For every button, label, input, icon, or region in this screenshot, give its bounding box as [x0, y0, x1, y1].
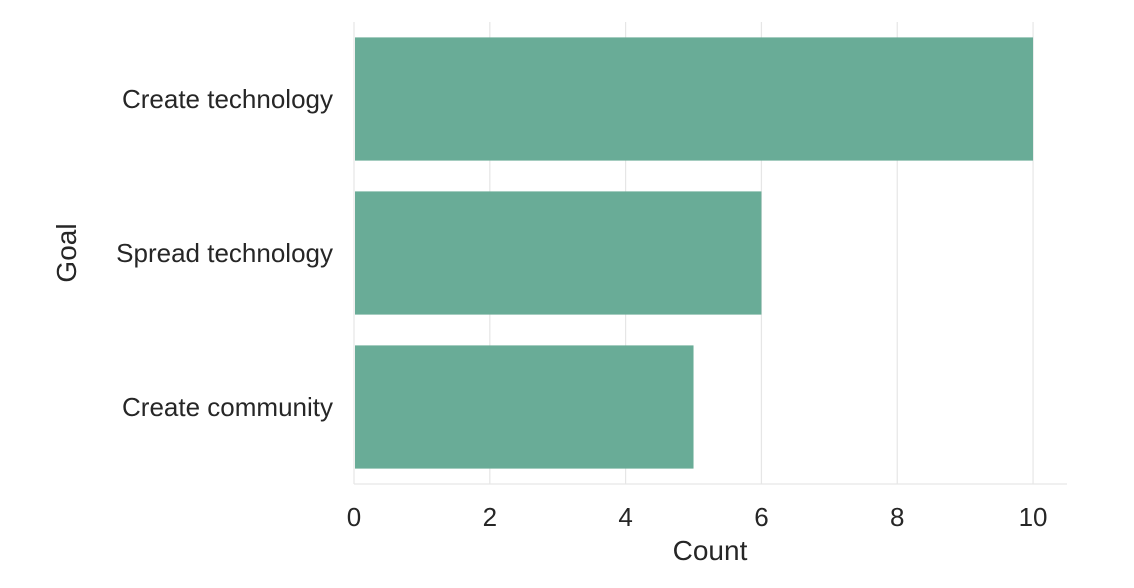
tick-layer: 0 2 4 6 8 10 [347, 502, 1048, 532]
bar [355, 37, 1034, 161]
y-tick-label: Create technology [122, 84, 333, 114]
x-tick-label: 8 [890, 502, 904, 532]
y-tick-label: Create community [122, 392, 333, 422]
x-tick-label: 0 [347, 502, 361, 532]
x-tick-label: 6 [754, 502, 768, 532]
bar-layer [355, 37, 1034, 469]
category-layer: Create technology Spread technology Create… [116, 84, 333, 422]
x-tick-label: 10 [1019, 502, 1048, 532]
y-tick-label: Spread technology [116, 238, 333, 268]
bar [355, 191, 762, 315]
x-axis-label: Count [673, 535, 748, 566]
x-tick-label: 4 [618, 502, 632, 532]
x-tick-label: 2 [483, 502, 497, 532]
y-axis-label: Goal [51, 223, 82, 282]
bar [355, 345, 694, 469]
